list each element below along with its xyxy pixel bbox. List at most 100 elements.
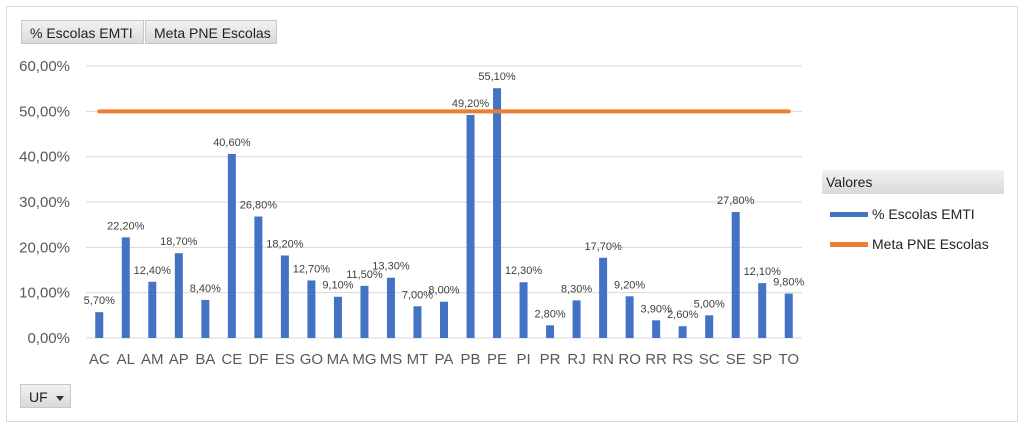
y-tick-label: 0,00% — [27, 330, 70, 347]
x-tick-label: AL — [117, 351, 135, 368]
legend-label: Meta PNE Escolas — [872, 236, 989, 252]
legend-title: Valores — [822, 170, 1004, 194]
field-button-escolas-emti[interactable]: % Escolas EMTI — [21, 20, 144, 44]
data-label: 22,20% — [107, 220, 145, 232]
bar — [227, 153, 236, 338]
bar — [652, 320, 661, 338]
x-tick-label: SC — [699, 351, 720, 368]
x-tick-label: AC — [89, 351, 110, 368]
bar — [413, 306, 422, 338]
bar — [519, 282, 528, 338]
x-tick-label: SP — [752, 351, 772, 368]
data-label: 5,70% — [84, 295, 115, 307]
data-label: 12,70% — [293, 263, 331, 275]
bar — [625, 296, 634, 338]
legend-entry-escolas-emti[interactable]: % Escolas EMTI — [822, 200, 1004, 230]
x-tick-label: PE — [487, 351, 507, 368]
bar — [466, 114, 475, 339]
y-tick-label: 20,00% — [19, 239, 70, 256]
field-button-label: % Escolas EMTI — [30, 25, 133, 41]
x-tick-label: ES — [275, 351, 295, 368]
bar — [440, 301, 448, 338]
data-label: 12,10% — [744, 266, 782, 278]
data-label: 40,60% — [213, 137, 251, 149]
x-tick-label: RS — [672, 351, 693, 368]
bar — [174, 253, 183, 338]
x-tick-label: BA — [195, 351, 215, 368]
data-label: 9,20% — [614, 279, 645, 291]
x-tick-label: MA — [327, 351, 350, 368]
x-tick-label: PR — [540, 351, 561, 368]
data-label: 17,70% — [584, 241, 622, 253]
legend-entry-meta-pne[interactable]: Meta PNE Escolas — [822, 230, 1004, 260]
x-tick-label: SE — [726, 351, 746, 368]
x-tick-label: RO — [618, 351, 641, 368]
y-tick-label: 60,00% — [19, 58, 70, 75]
x-tick-label: AP — [169, 351, 189, 368]
data-label: 9,80% — [773, 277, 804, 289]
bar — [307, 280, 316, 338]
legend: Valores % Escolas EMTI Meta PNE Escolas — [822, 170, 1004, 260]
bar — [572, 300, 581, 338]
uf-filter-label: UF — [29, 389, 48, 405]
bar — [95, 312, 104, 338]
y-tick-label: 40,00% — [19, 149, 70, 166]
x-tick-label: PI — [516, 351, 530, 368]
bar — [546, 325, 555, 338]
x-tick-label: MG — [352, 351, 376, 368]
data-label: 8,00% — [428, 285, 459, 297]
data-label: 9,10% — [322, 280, 353, 292]
data-label: 2,60% — [667, 309, 698, 321]
bar — [386, 277, 395, 338]
bar — [599, 257, 608, 338]
legend-swatch-line — [830, 242, 868, 247]
data-label: 12,30% — [505, 265, 543, 277]
data-label: 3,90% — [641, 303, 672, 315]
data-label: 18,70% — [160, 236, 198, 248]
uf-filter-dropdown[interactable]: UF — [20, 384, 71, 408]
data-label: 7,00% — [402, 289, 433, 301]
bar — [705, 315, 714, 338]
chevron-down-icon — [55, 395, 64, 401]
data-label: 2,80% — [534, 308, 565, 320]
x-tick-label: DF — [248, 351, 268, 368]
bar — [784, 293, 793, 338]
x-tick-label: GO — [300, 351, 323, 368]
x-tick-label: RR — [645, 351, 667, 368]
y-tick-label: 30,00% — [19, 194, 70, 211]
x-tick-label: AM — [141, 351, 164, 368]
y-tick-label: 50,00% — [19, 103, 70, 120]
bar — [148, 281, 157, 338]
bar — [360, 285, 369, 338]
bar — [121, 237, 130, 338]
bar — [678, 326, 687, 338]
x-tick-label: MS — [380, 351, 403, 368]
data-label: 8,30% — [561, 283, 592, 295]
data-label: 5,00% — [694, 298, 725, 310]
legend-label: % Escolas EMTI — [872, 206, 975, 222]
bar — [493, 88, 502, 338]
bar — [254, 216, 263, 338]
data-label: 8,40% — [190, 283, 221, 295]
x-tick-label: TO — [778, 351, 799, 368]
x-tick-label: RN — [592, 351, 614, 368]
bar — [731, 211, 740, 338]
bar — [201, 299, 210, 338]
x-tick-label: PA — [435, 351, 454, 368]
data-label: 12,40% — [134, 265, 172, 277]
x-tick-label: MT — [407, 351, 429, 368]
x-tick-label: PB — [461, 351, 481, 368]
y-tick-label: 10,00% — [19, 285, 70, 302]
x-tick-label: CE — [221, 351, 242, 368]
data-label: 18,20% — [266, 238, 304, 250]
field-button-meta-pne[interactable]: Meta PNE Escolas — [145, 20, 277, 44]
legend-swatch-bar — [830, 212, 868, 217]
bar — [758, 283, 767, 338]
data-label: 49,20% — [452, 98, 490, 110]
bar — [333, 296, 342, 338]
data-label: 26,80% — [240, 200, 278, 212]
x-tick-label: RJ — [567, 351, 585, 368]
data-label: 11,50% — [346, 269, 383, 281]
bar — [280, 255, 289, 338]
